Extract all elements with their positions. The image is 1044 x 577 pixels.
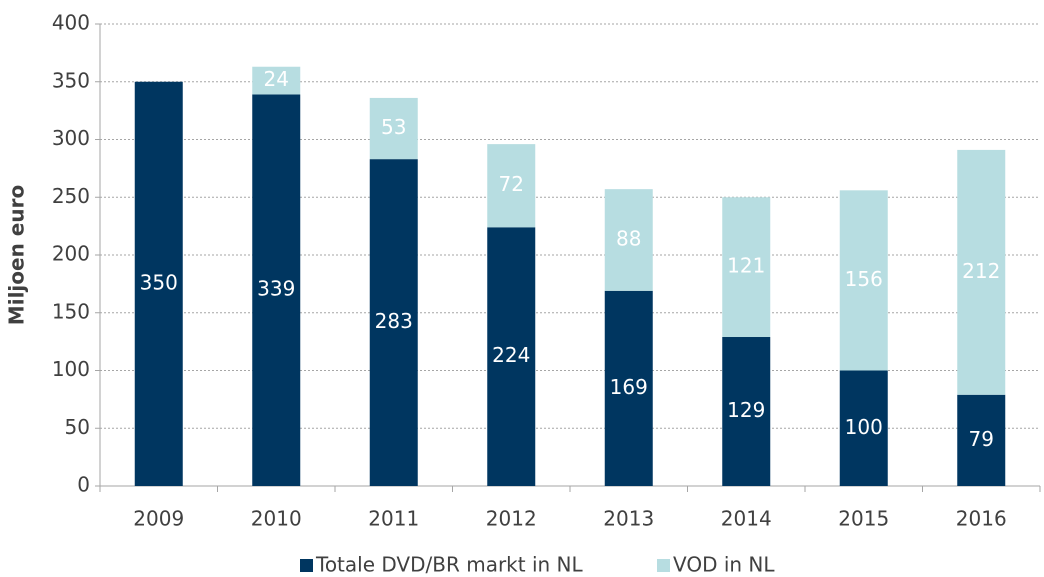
x-tick-label: 2011: [368, 507, 419, 531]
y-tick-label: 300: [52, 126, 90, 150]
legend-swatch: [300, 559, 313, 572]
data-label: 24: [264, 67, 289, 91]
data-label: 339: [257, 277, 295, 301]
data-label: 350: [140, 270, 178, 294]
x-tick-label: 2013: [603, 507, 654, 531]
bar-segment: [722, 337, 771, 486]
bar-segment: [957, 394, 1006, 486]
x-tick-label: 2012: [486, 507, 537, 531]
y-tick-label: 150: [52, 299, 90, 323]
data-label: 121: [727, 254, 765, 278]
bar-segment: [369, 159, 418, 486]
y-tick-label: 400: [52, 11, 90, 35]
y-tick-label: 50: [65, 415, 90, 439]
data-label: 88: [616, 226, 641, 250]
x-tick-label: 2010: [251, 507, 302, 531]
data-label: 283: [375, 309, 413, 333]
x-tick-label: 2014: [721, 507, 772, 531]
data-label: 156: [845, 267, 883, 291]
bar-segment: [839, 370, 888, 486]
bar-segment: [134, 81, 183, 486]
bar-segment: [722, 197, 771, 338]
data-label: 224: [492, 343, 530, 367]
bar-segment: [252, 94, 301, 486]
data-label: 79: [969, 427, 994, 451]
bar-segment: [839, 190, 888, 371]
x-tick-label: 2016: [956, 507, 1007, 531]
bar-segment: [604, 290, 653, 486]
y-tick-label: 350: [52, 68, 90, 92]
x-tick-label: 2015: [838, 507, 889, 531]
y-tick-label: 250: [52, 184, 90, 208]
bar-segment: [957, 149, 1006, 395]
legend-swatch: [657, 559, 670, 572]
data-label: 212: [962, 259, 1000, 283]
x-tick-label: 2009: [133, 507, 184, 531]
data-label: 100: [845, 415, 883, 439]
y-tick-label: 200: [52, 242, 90, 266]
bar-segment: [487, 144, 536, 228]
bar-segment: [252, 66, 301, 95]
y-axis-label: Miljoen euro: [5, 185, 29, 325]
bar-segment: [369, 97, 418, 160]
data-label: 53: [381, 115, 406, 139]
legend-label: Totale DVD/BR markt in NL: [315, 553, 584, 577]
y-tick-label: 0: [77, 473, 90, 497]
bar-segment: [604, 189, 653, 291]
y-tick-label: 100: [52, 357, 90, 381]
bar-segment: [487, 227, 536, 486]
legend-label: VOD in NL: [673, 553, 775, 577]
data-label: 169: [610, 375, 648, 399]
data-label: 72: [499, 172, 524, 196]
data-label: 129: [727, 398, 765, 422]
